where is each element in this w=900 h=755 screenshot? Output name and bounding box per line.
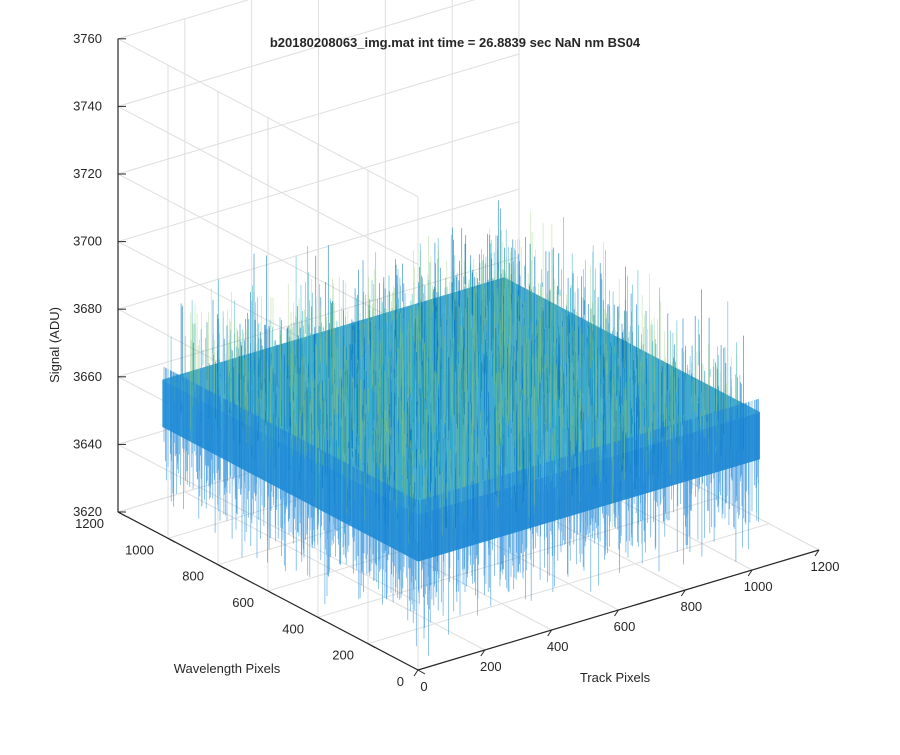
- y-tick: [267, 590, 276, 596]
- y-tick: [217, 564, 226, 570]
- grid-line: [117, 188, 520, 310]
- grid-line: [117, 53, 520, 175]
- grid-line: [117, 105, 419, 265]
- x-tick-label: 600: [614, 619, 636, 634]
- y-tick: [367, 643, 376, 649]
- y-tick-label: 1200: [75, 516, 104, 531]
- grid-line: [117, 256, 520, 378]
- x-tick-label: 0: [420, 679, 427, 694]
- y-tick: [417, 669, 426, 675]
- axes: [117, 38, 820, 677]
- x-tick: [413, 669, 419, 677]
- z-axis-label: Signal (ADU): [47, 307, 62, 383]
- y-tick-label: 0: [397, 674, 404, 689]
- y-tick: [167, 537, 176, 543]
- z-tick-label: 3620: [73, 504, 102, 519]
- y-tick-label: 400: [282, 621, 304, 636]
- x-tick-label: 800: [680, 599, 702, 614]
- x-tick-label: 200: [480, 659, 502, 674]
- y-tick-label: 200: [332, 648, 354, 663]
- y-tick: [317, 616, 326, 622]
- edge-spikes: [163, 366, 759, 656]
- noise-spikes: [174, 211, 738, 551]
- x-tick: [547, 629, 553, 637]
- grid-line: [117, 38, 419, 198]
- z-tick-label: 3680: [73, 301, 102, 316]
- x-axis-label: Track Pixels: [580, 670, 651, 685]
- x-tick: [814, 549, 820, 557]
- z-tick-label: 3760: [73, 31, 102, 46]
- surface-plot: [162, 200, 760, 656]
- grid-line: [117, 0, 476, 107]
- x-tick-label: 1000: [744, 579, 773, 594]
- grid-line: [117, 121, 520, 243]
- y-tick-label: 1000: [125, 542, 154, 557]
- z-tick-label: 3640: [73, 436, 102, 451]
- y-tick: [117, 511, 126, 517]
- chart-title: b20180208063_img.mat int time = 26.8839 …: [270, 35, 641, 50]
- grid-line: [117, 0, 250, 40]
- y-tick-label: 600: [232, 595, 254, 610]
- grid-line: [117, 443, 419, 603]
- z-tick-label: 3720: [73, 166, 102, 181]
- x-tick: [614, 609, 619, 617]
- z-tick-label: 3700: [73, 234, 102, 249]
- x-tick-label: 1200: [811, 559, 840, 574]
- x-tick: [480, 649, 486, 657]
- x-tick: [747, 569, 753, 577]
- tick-labels: 0 200 400 600 800 1000 1200 0 200 400 600 800 1000 12…: [73, 31, 839, 694]
- x-tick-label: 400: [547, 639, 569, 654]
- z-tick-label: 3660: [73, 369, 102, 384]
- x-tick: [680, 589, 686, 597]
- y-tick-label: 800: [182, 569, 204, 584]
- z-tick-label: 3740: [73, 98, 102, 113]
- y-axis-label: Wavelength Pixels: [174, 661, 281, 676]
